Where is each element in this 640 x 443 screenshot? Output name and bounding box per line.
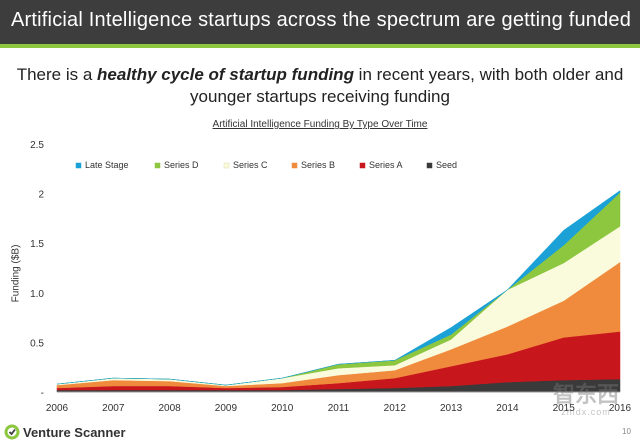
watermark-main: 智东西 xyxy=(552,382,619,407)
legend-label: Series C xyxy=(233,160,268,170)
x-tick-label: 2008 xyxy=(158,403,181,414)
title-bar: Artificial Intelligence startups across … xyxy=(0,0,640,48)
x-tick-label: 2006 xyxy=(46,403,69,414)
y-tick-label: 1.0 xyxy=(30,289,44,300)
legend-label: Seed xyxy=(436,160,457,170)
x-tick-label: 2013 xyxy=(440,403,463,414)
subtitle-emphasis: healthy cycle of startup funding xyxy=(97,65,354,84)
subtitle-rest: in recent years, with both older and you… xyxy=(190,65,624,106)
x-tick-label: 2010 xyxy=(271,403,294,414)
legend-swatch xyxy=(75,162,82,169)
legend-label: Late Stage xyxy=(85,160,129,170)
area-late-stage xyxy=(56,190,621,386)
y-tick-label: 0.5 xyxy=(30,338,44,349)
legend-swatch xyxy=(154,162,161,169)
subtitle-lead: There is a xyxy=(16,65,98,84)
legend-label: Series B xyxy=(301,160,335,170)
y-tick-label: 2 xyxy=(38,190,44,201)
logo-text: Venture Scanner xyxy=(23,424,126,440)
x-tick-label: 2014 xyxy=(496,403,519,414)
venture-scanner-logo: Venture Scanner xyxy=(4,423,126,441)
funding-area-chart: 2.5 2 1.5 1.0 0.5 -2006 2007 2008 2009 2010 2011 20… xyxy=(30,140,632,414)
legend-swatch xyxy=(426,162,433,169)
legend-swatch xyxy=(223,162,230,169)
x-tick-label: 2009 xyxy=(215,403,238,414)
legend-label: Series A xyxy=(369,160,403,170)
legend-swatch xyxy=(359,162,366,169)
x-tick-label: 2011 xyxy=(328,403,350,414)
x-tick-label: 2015 xyxy=(553,403,576,414)
watermark: 智东西 zhidx.com xyxy=(540,382,632,418)
slide-subtitle: There is a healthy cycle of startup fund… xyxy=(0,64,640,108)
x-tick-label: 2016 xyxy=(609,403,632,414)
x-tick-label: 2012 xyxy=(384,403,407,414)
page-title: Artificial Intelligence startups across … xyxy=(11,9,632,31)
y-tick-label: - xyxy=(41,388,44,399)
logo-mark-icon xyxy=(4,424,20,440)
watermark-sub: zhidx.com xyxy=(561,407,611,417)
legend-swatch xyxy=(291,162,298,169)
y-tick-label: 1.5 xyxy=(30,239,44,250)
x-tick-label: 2007 xyxy=(102,403,125,414)
page-number: 10 xyxy=(622,427,631,436)
y-tick-label: 2.5 xyxy=(30,140,44,151)
legend-label: Series D xyxy=(164,160,199,170)
chart-title: Artificial Intelligence Funding By Type … xyxy=(212,119,428,130)
